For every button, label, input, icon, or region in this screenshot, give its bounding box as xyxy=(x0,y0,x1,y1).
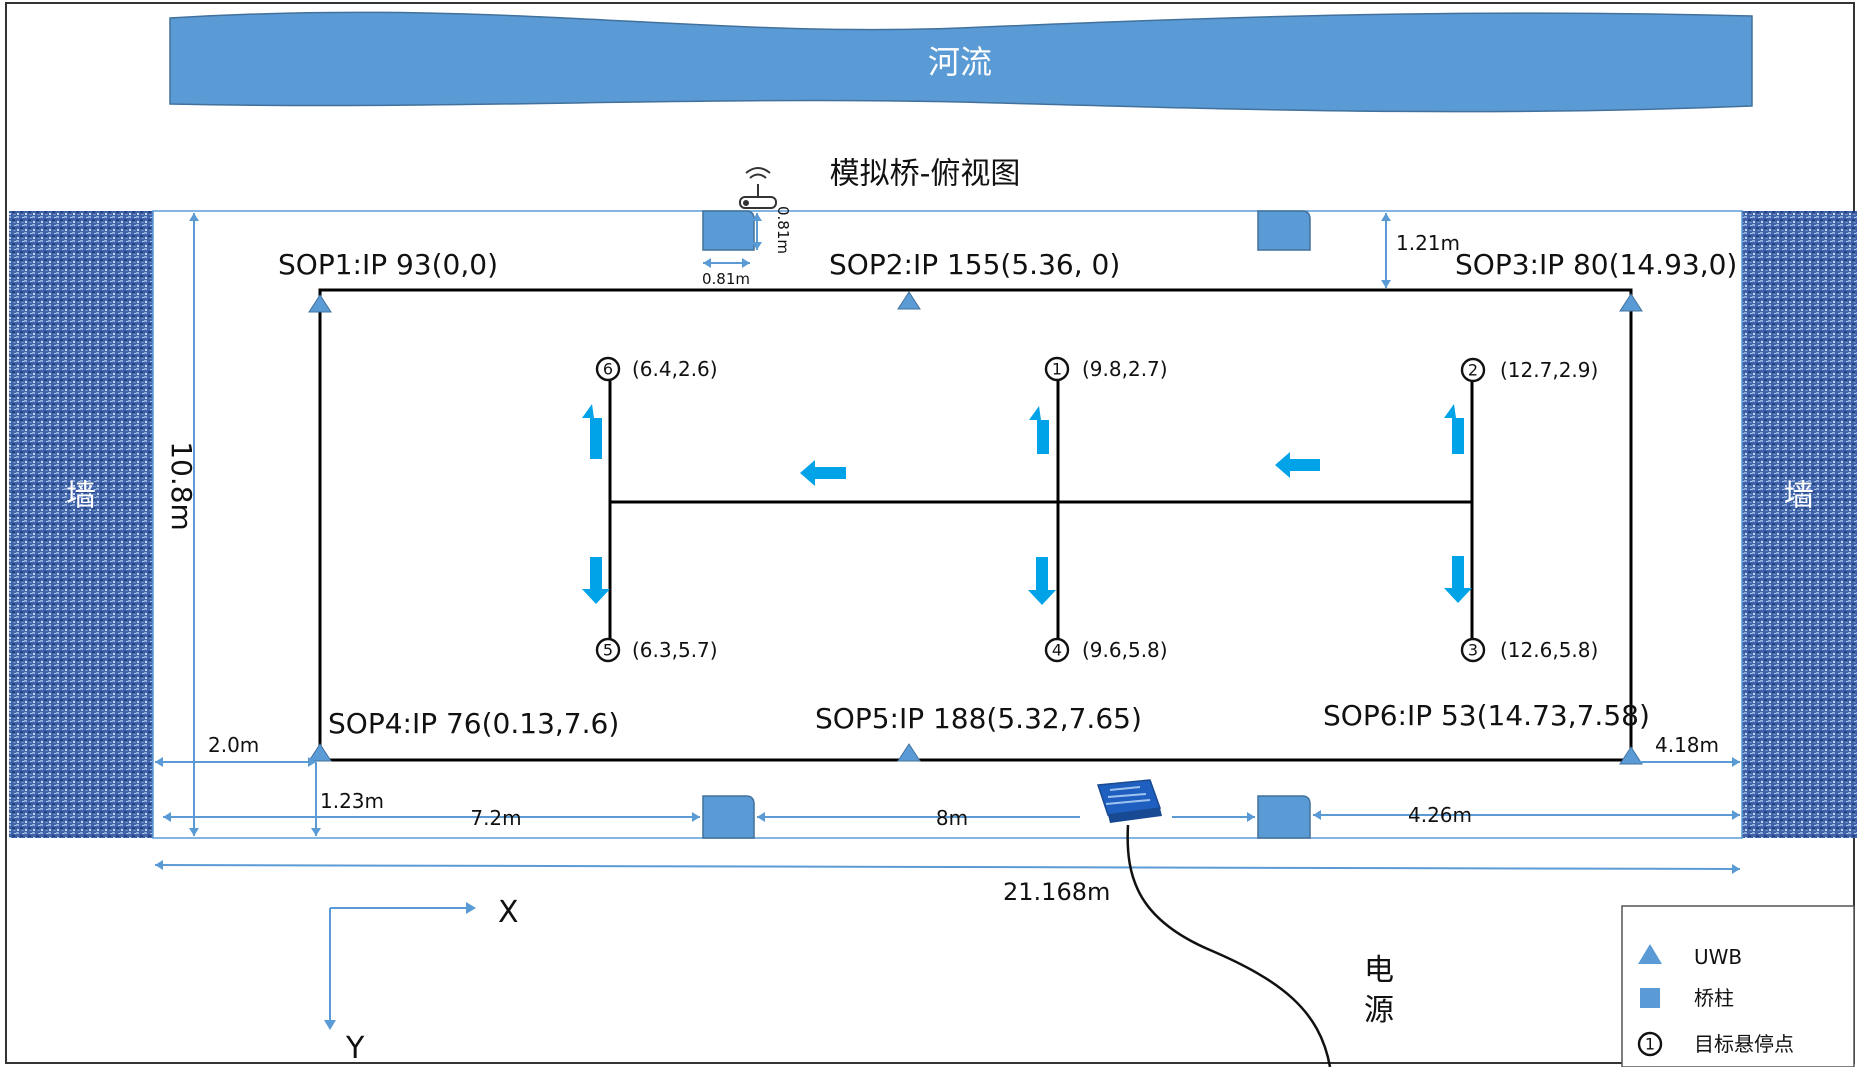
arrow-left-icon xyxy=(800,460,846,486)
left-gap-label: 2.0m xyxy=(208,733,259,757)
hover-point-label: (6.4,2.6) xyxy=(632,357,718,381)
river-label: 河流 xyxy=(928,43,992,81)
sop6-label: SOP6:IP 53(14.73,7.58) xyxy=(1323,699,1650,732)
pillar-bottom-left xyxy=(702,795,755,839)
sop4-label: SOP4:IP 76(0.13,7.6) xyxy=(328,707,619,740)
uwb-triangle-icon xyxy=(1619,746,1643,765)
arrow-left-icon xyxy=(1275,452,1320,478)
hover-point: 6 (6.4,2.6) xyxy=(595,356,718,382)
hover-circle-icon xyxy=(1044,356,1070,382)
hover-circle-icon xyxy=(595,637,621,663)
sop1-label: SOP1:IP 93(0,0) xyxy=(278,248,498,281)
pillar-square-icon xyxy=(1640,988,1660,1008)
arrow-up-icon xyxy=(1029,406,1049,454)
hover-circle-icon xyxy=(1044,637,1070,663)
diagram-title: 模拟桥-俯视图 xyxy=(830,157,1021,192)
seg2-label: 8m xyxy=(936,806,968,830)
arrow-up-icon xyxy=(1444,404,1464,454)
arrow-down-icon xyxy=(1444,556,1472,603)
flight-path xyxy=(318,288,1633,762)
hover-point-label: (9.6,5.8) xyxy=(1082,638,1168,662)
hover-point: 2 (12.7,2.9) xyxy=(1460,357,1598,383)
sop3-label: SOP3:IP 80(14.93,0) xyxy=(1455,248,1737,281)
left-wall xyxy=(9,211,153,838)
hover-point: 4 (9.6,5.8) xyxy=(1044,637,1168,663)
svg-text:1: 1 xyxy=(1645,1035,1655,1054)
bottom-gap-label: 1.23m xyxy=(320,789,384,813)
axis-indicator xyxy=(324,902,476,1030)
right-wall xyxy=(1742,211,1857,838)
uwb-triangle-icon xyxy=(308,743,332,762)
uwb-triangle-icon xyxy=(897,291,921,310)
uwb-triangle-icon xyxy=(308,294,332,313)
total-width-line xyxy=(154,864,1741,870)
power-label-line1: 电 xyxy=(1364,953,1394,988)
legend: UWB 桥柱 1 目标悬停点 xyxy=(1621,905,1855,1067)
x-axis-label: X xyxy=(498,895,519,930)
pillar-bottom-right xyxy=(1257,795,1311,839)
power-cable xyxy=(1126,824,1332,1067)
svg-text:6: 6 xyxy=(603,360,613,379)
legend-hover-label: 目标悬停点 xyxy=(1694,1032,1794,1056)
hover-circle-icon xyxy=(1460,357,1486,383)
height-label: 10.8m xyxy=(165,441,198,531)
uwb-triangle-icon xyxy=(897,743,921,762)
legend-uwb-label: UWB xyxy=(1694,945,1742,969)
seg1-label: 7.2m xyxy=(470,806,521,830)
wifi-router-icon xyxy=(739,167,777,209)
sop2-label: SOP2:IP 155(5.36, 0) xyxy=(829,248,1120,281)
right-gap-label: 4.18m xyxy=(1655,733,1719,757)
y-axis-label: Y xyxy=(345,1031,365,1066)
pillar-top-left xyxy=(702,210,755,251)
sop5-label: SOP5:IP 188(5.32,7.65) xyxy=(815,702,1142,735)
hover-point: 3 (12.6,5.8) xyxy=(1460,637,1598,663)
pillar-width-label: 0.81m xyxy=(702,270,750,288)
hover-point: 1 (9.8,2.7) xyxy=(1044,356,1168,382)
svg-text:3: 3 xyxy=(1468,641,1478,660)
pillar-top-right xyxy=(1257,210,1311,251)
bridge-deck xyxy=(152,210,1743,839)
hover-point: 5 (6.3,5.7) xyxy=(595,637,718,663)
pillar-height-label: 0.81m xyxy=(774,206,792,254)
hover-circle-icon xyxy=(595,356,621,382)
river-banner xyxy=(169,11,1753,113)
uwb-anchors xyxy=(308,291,1643,765)
top-gap-label: 1.21m xyxy=(1396,231,1460,255)
legend-pillar-label: 桥柱 xyxy=(1694,986,1734,1010)
svg-text:5: 5 xyxy=(603,641,613,660)
right-wall-label: 墙 xyxy=(1784,479,1814,514)
uwb-triangle-icon xyxy=(1619,293,1643,312)
base-station-icon xyxy=(1096,779,1162,823)
hover-point-label: (12.7,2.9) xyxy=(1500,358,1598,382)
hover-circle-icon xyxy=(1460,637,1486,663)
left-wall-label: 墙 xyxy=(66,479,96,514)
hover-point-label: (9.8,2.7) xyxy=(1082,357,1168,381)
power-label-line2: 源 xyxy=(1364,993,1394,1028)
svg-text:4: 4 xyxy=(1052,641,1062,660)
uwb-triangle-icon xyxy=(1638,944,1662,964)
hover-circle-icon xyxy=(1637,1031,1663,1057)
arrow-down-icon xyxy=(1028,557,1056,605)
dimension-lines xyxy=(154,213,1741,874)
hover-point-label: (6.3,5.7) xyxy=(632,638,718,662)
total-width-label: 21.168m xyxy=(1003,878,1110,906)
arrow-down-icon xyxy=(582,557,610,604)
arrow-up-icon xyxy=(582,404,602,459)
seg3-label: 4.26m xyxy=(1408,803,1472,827)
svg-text:1: 1 xyxy=(1052,360,1062,379)
hover-point-label: (12.6,5.8) xyxy=(1500,638,1598,662)
svg-text:2: 2 xyxy=(1468,361,1478,380)
direction-arrows xyxy=(582,404,1472,605)
